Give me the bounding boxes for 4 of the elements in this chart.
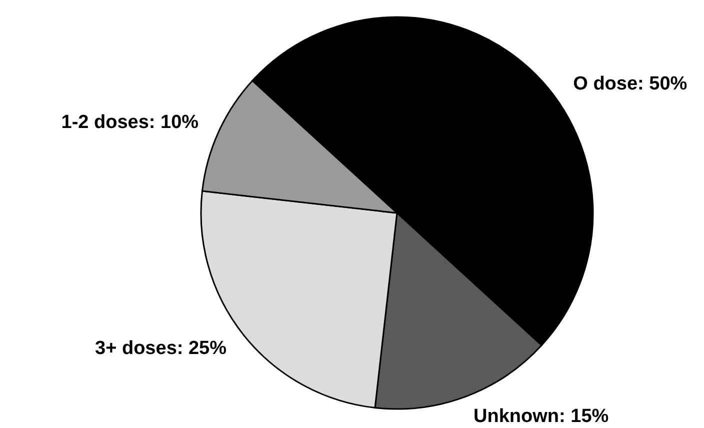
slice-label: 3+ doses: 25%: [95, 338, 227, 359]
slice-label: O dose: 50%: [573, 74, 688, 95]
slice-label: 1-2 doses: 10%: [61, 112, 199, 133]
slice-label: Unknown: 15%: [474, 406, 609, 428]
